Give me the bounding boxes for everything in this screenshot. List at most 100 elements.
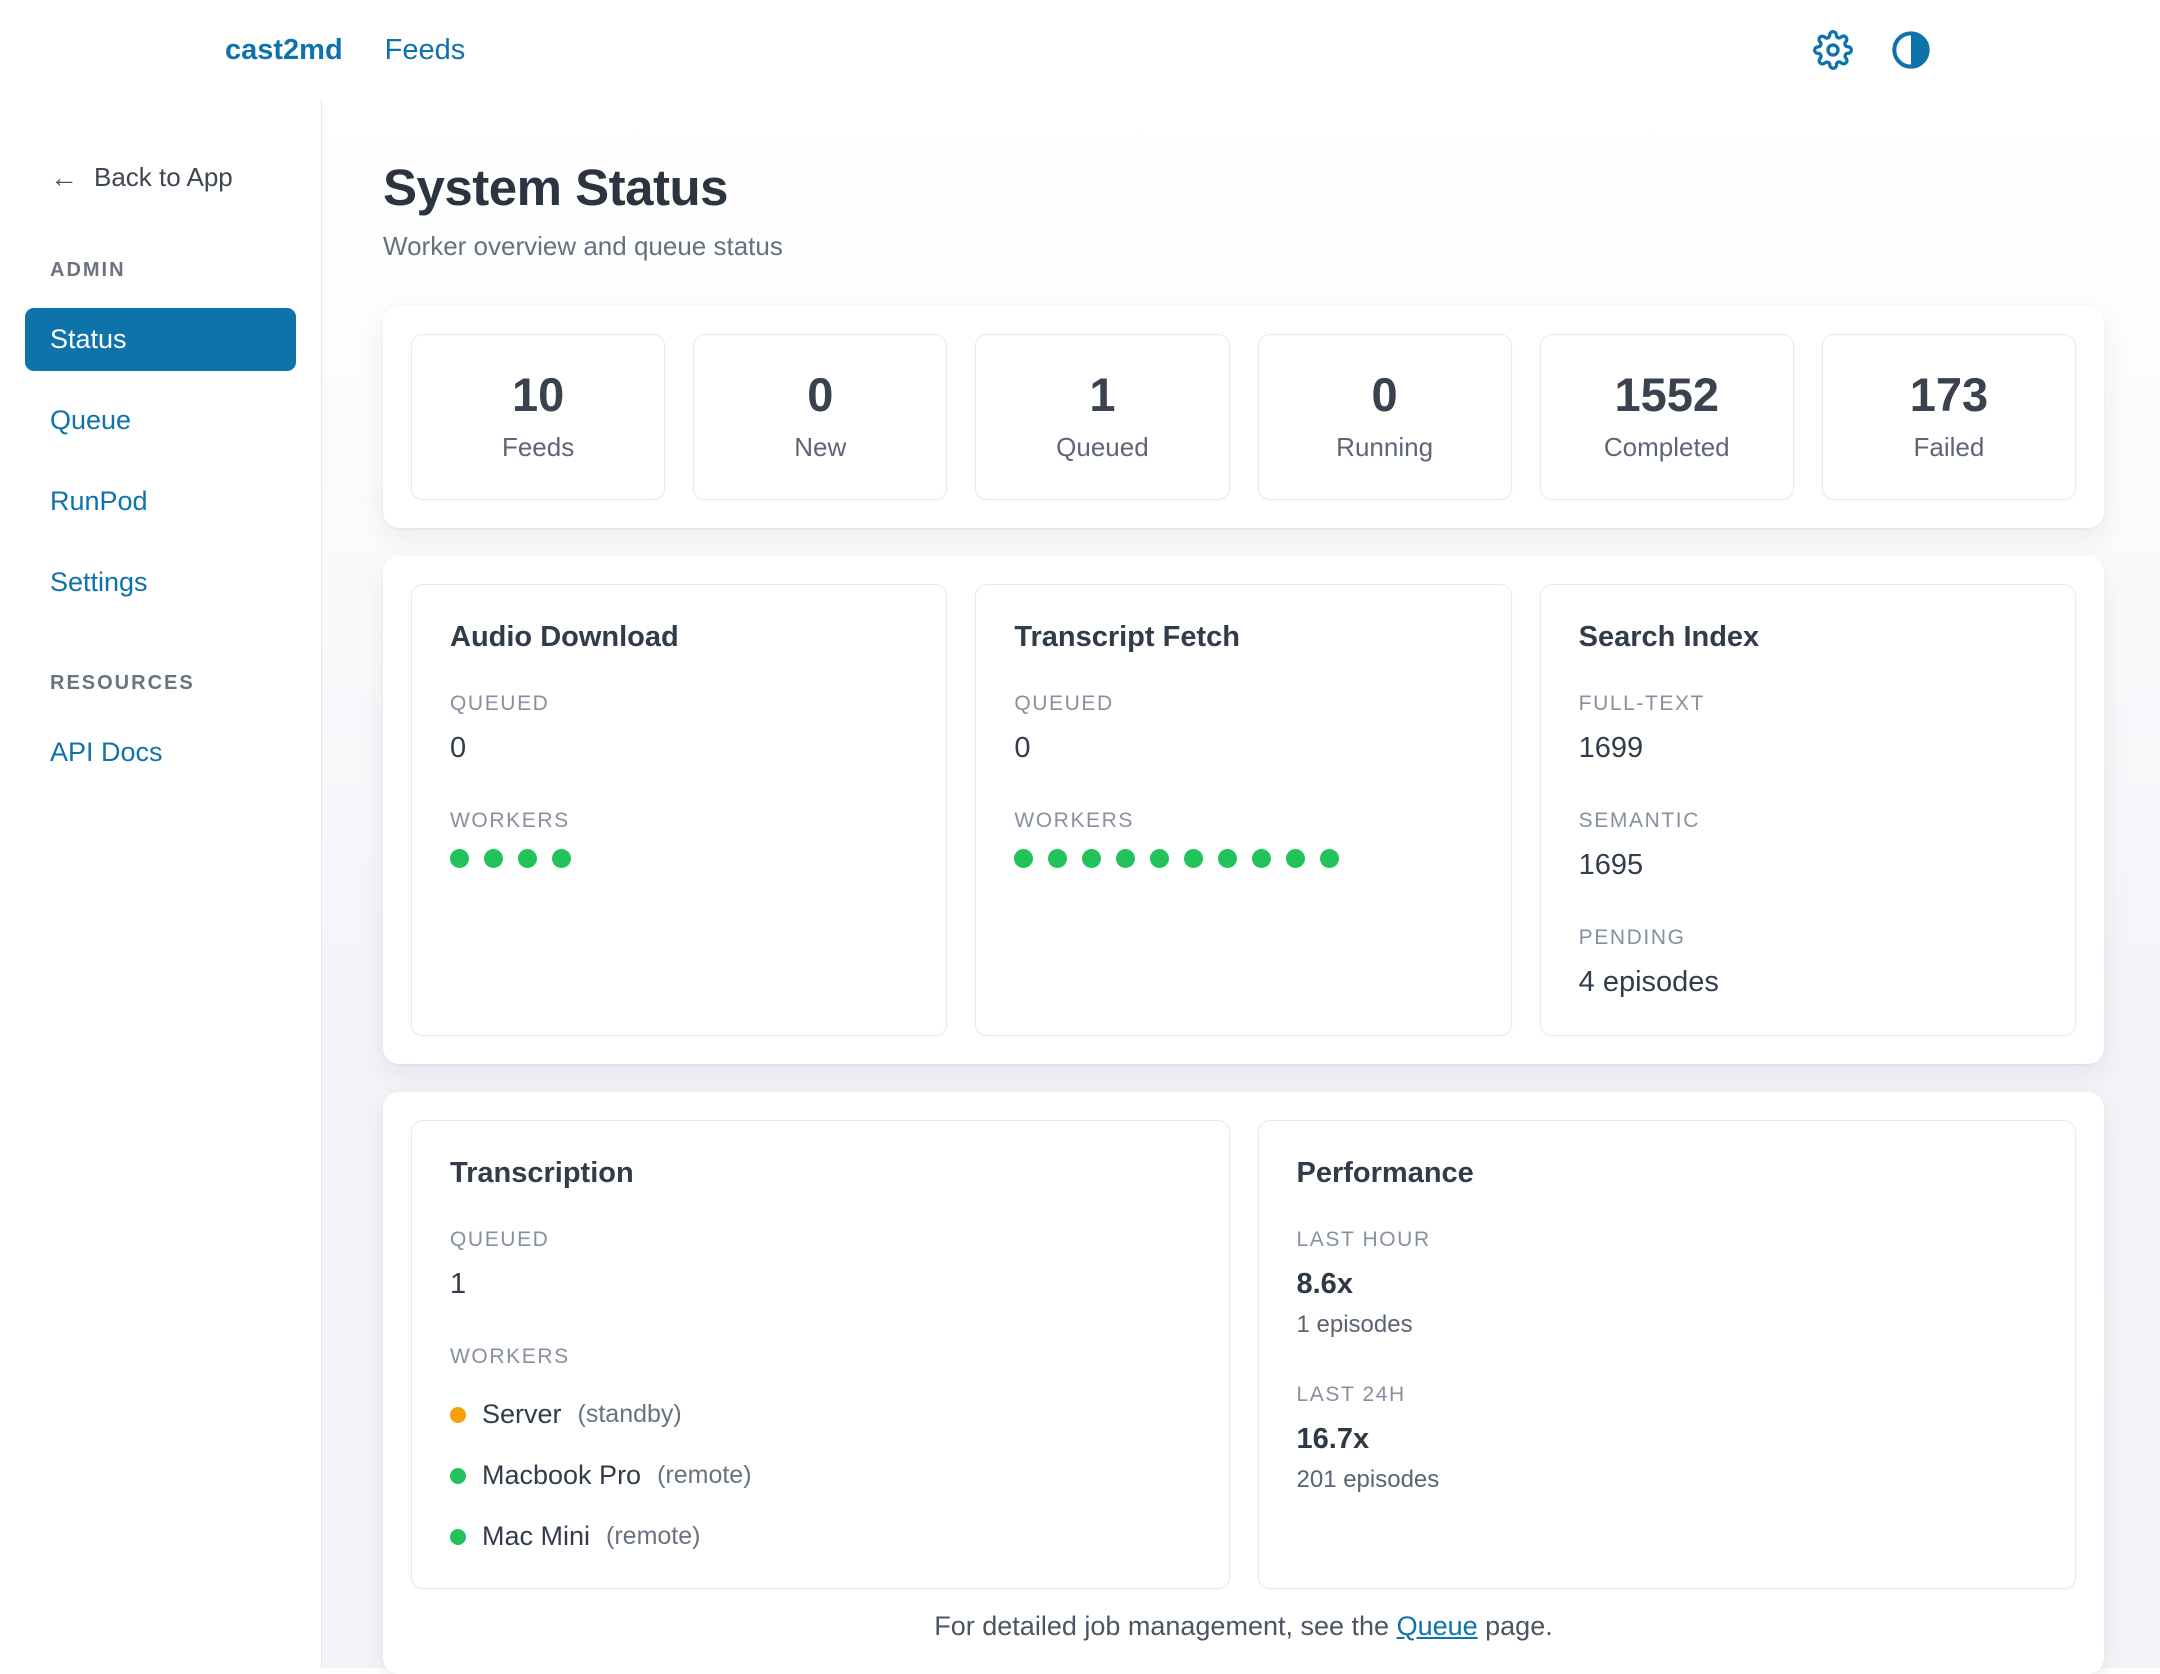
worker-row-server: Server (standby) <box>450 1399 1191 1430</box>
back-to-app-label: Back to App <box>94 162 233 192</box>
settings-gear-icon[interactable] <box>1812 29 1854 71</box>
worker-status-dot <box>1184 849 1204 868</box>
sidebar-spacer <box>25 632 296 672</box>
sidebar-heading-resources: RESOURCES <box>50 672 195 694</box>
worker-row-mac-mini: Mac Mini (remote) <box>450 1521 1191 1552</box>
search-index-card: Search Index FULL-TEXT 1699 SEMANTIC 169… <box>1539 584 2076 1036</box>
stat-value: 1552 <box>1614 368 1720 421</box>
last-24h-value: 16.7x <box>1296 1423 1370 1455</box>
worker-status-dot <box>450 1467 466 1484</box>
pending-value: 4 episodes <box>1578 966 1719 998</box>
stats-summary-panel: 10 Feeds 0 New 1 Queued 0 Running 1552 <box>383 306 2104 528</box>
stat-value: 0 <box>807 368 834 421</box>
layout: ← Back to App ADMIN Status Queue RunPod … <box>0 100 2160 1674</box>
sidebar-item-queue[interactable]: Queue <box>50 405 132 435</box>
stat-value: 10 <box>511 368 565 421</box>
sidebar-item-settings[interactable]: Settings <box>50 567 148 597</box>
topbar: cast2md Feeds <box>0 0 2160 100</box>
topbar-icons <box>1812 29 1932 71</box>
last-hour-value: 8.6x <box>1296 1268 1353 1300</box>
worker-status-dot <box>1150 849 1170 868</box>
worker-status-dot <box>1116 849 1136 868</box>
semantic-label: SEMANTIC <box>1578 809 1700 832</box>
stat-card-new: 0 New <box>693 334 948 500</box>
performance-card: Performance LAST HOUR 8.6x 1 episodes LA… <box>1257 1120 2076 1589</box>
stat-label: Feeds <box>501 432 575 462</box>
card-title: Transcript Fetch <box>1014 621 1240 653</box>
last-hour-label: LAST HOUR <box>1296 1228 1431 1251</box>
transcription-performance-panel: Transcription QUEUED 1 WORKERS Server (s… <box>383 1092 2104 1674</box>
worker-name: Mac Mini <box>482 1521 591 1551</box>
card-title: Performance <box>1296 1157 1474 1189</box>
worker-status-dot <box>1014 849 1034 868</box>
worker-dots <box>450 849 908 868</box>
panel-footer-note: For detailed job management, see the Que… <box>411 1611 2076 1646</box>
queued-label: QUEUED <box>450 1228 550 1251</box>
main-content: System Status Worker overview and queue … <box>322 100 2160 1674</box>
transcription-card: Transcription QUEUED 1 WORKERS Server (s… <box>411 1120 1230 1589</box>
sidebar-heading-admin: ADMIN <box>50 259 126 281</box>
worker-dots <box>1014 849 1472 868</box>
worker-status-dot <box>1320 849 1340 868</box>
bottom-row: Transcription QUEUED 1 WORKERS Server (s… <box>411 1120 2076 1589</box>
worker-status-dot <box>518 849 537 868</box>
stat-card-queued: 1 Queued <box>975 334 1230 500</box>
workers-label: WORKERS <box>450 809 570 832</box>
last-24h-episodes: 201 episodes <box>1296 1466 1440 1493</box>
workers-label: WORKERS <box>1014 809 1135 832</box>
card-title: Search Index <box>1578 621 1760 653</box>
stat-label: New <box>794 432 847 462</box>
pending-label: PENDING <box>1578 926 1686 949</box>
page-subtitle: Worker overview and queue status <box>383 231 783 261</box>
stats-row: 10 Feeds 0 New 1 Queued 0 Running 1552 <box>411 334 2077 500</box>
worker-status-dot <box>1082 849 1102 868</box>
worker-status-dot <box>552 849 571 868</box>
theme-toggle-icon[interactable] <box>1890 29 1932 71</box>
sidebar-item-status[interactable]: Status <box>25 308 296 371</box>
queued-value: 0 <box>1014 732 1031 764</box>
sidebar: ← Back to App ADMIN Status Queue RunPod … <box>0 100 322 1668</box>
worker-status: (remote) <box>606 1522 701 1550</box>
worker-status-dot <box>450 1406 466 1423</box>
worker-status-dot <box>450 849 469 868</box>
stat-card-feeds: 10 Feeds <box>411 334 666 500</box>
worker-status-dot <box>450 1528 466 1545</box>
fulltext-value: 1699 <box>1578 732 1644 764</box>
page-title: System Status <box>383 159 728 216</box>
stat-label: Running <box>1336 432 1434 462</box>
queued-value: 1 <box>450 1268 467 1300</box>
worker-status-dot <box>1218 849 1238 868</box>
nav-feeds-link[interactable]: Feeds <box>384 33 466 66</box>
worker-status-dot <box>1048 849 1068 868</box>
semantic-value: 1695 <box>1578 849 1644 881</box>
stat-label: Failed <box>1913 432 1985 462</box>
card-title: Transcription <box>450 1157 634 1189</box>
worker-status-dot <box>484 849 503 868</box>
fulltext-label: FULL-TEXT <box>1578 692 1706 715</box>
sidebar-item-api-docs[interactable]: API Docs <box>50 737 163 767</box>
worker-status: (standby) <box>577 1400 682 1428</box>
card-title: Audio Download <box>450 621 679 653</box>
arrow-left-icon: ← <box>50 161 78 193</box>
transcript-fetch-card: Transcript Fetch QUEUED 0 WORKERS <box>975 584 1512 1036</box>
queue-page-link[interactable]: Queue <box>1396 1611 1478 1641</box>
footer-text-pre: For detailed job management, see the <box>934 1611 1397 1641</box>
worker-status-dot <box>1252 849 1272 868</box>
back-to-app-link[interactable]: ← Back to App <box>25 162 296 193</box>
worker-status-dot <box>1286 849 1306 868</box>
stat-card-running: 0 Running <box>1257 334 1512 500</box>
stat-label: Completed <box>1603 432 1730 462</box>
last-24h-label: LAST 24H <box>1296 1383 1406 1406</box>
queued-label: QUEUED <box>450 692 550 715</box>
audio-download-card: Audio Download QUEUED 0 WORKERS <box>411 584 948 1036</box>
app-logo[interactable]: cast2md <box>225 33 343 66</box>
queues-row: Audio Download QUEUED 0 WORKERS Transcri… <box>411 584 2076 1036</box>
stat-value: 1 <box>1089 368 1116 421</box>
stat-value: 0 <box>1371 368 1398 421</box>
stat-value: 173 <box>1909 368 1989 421</box>
queued-value: 0 <box>450 732 467 764</box>
worker-row-macbook-pro: Macbook Pro (remote) <box>450 1460 1191 1491</box>
stat-card-completed: 1552 Completed <box>1539 334 1794 500</box>
sidebar-item-runpod[interactable]: RunPod <box>50 486 148 516</box>
last-hour-episodes: 1 episodes <box>1296 1311 1413 1338</box>
